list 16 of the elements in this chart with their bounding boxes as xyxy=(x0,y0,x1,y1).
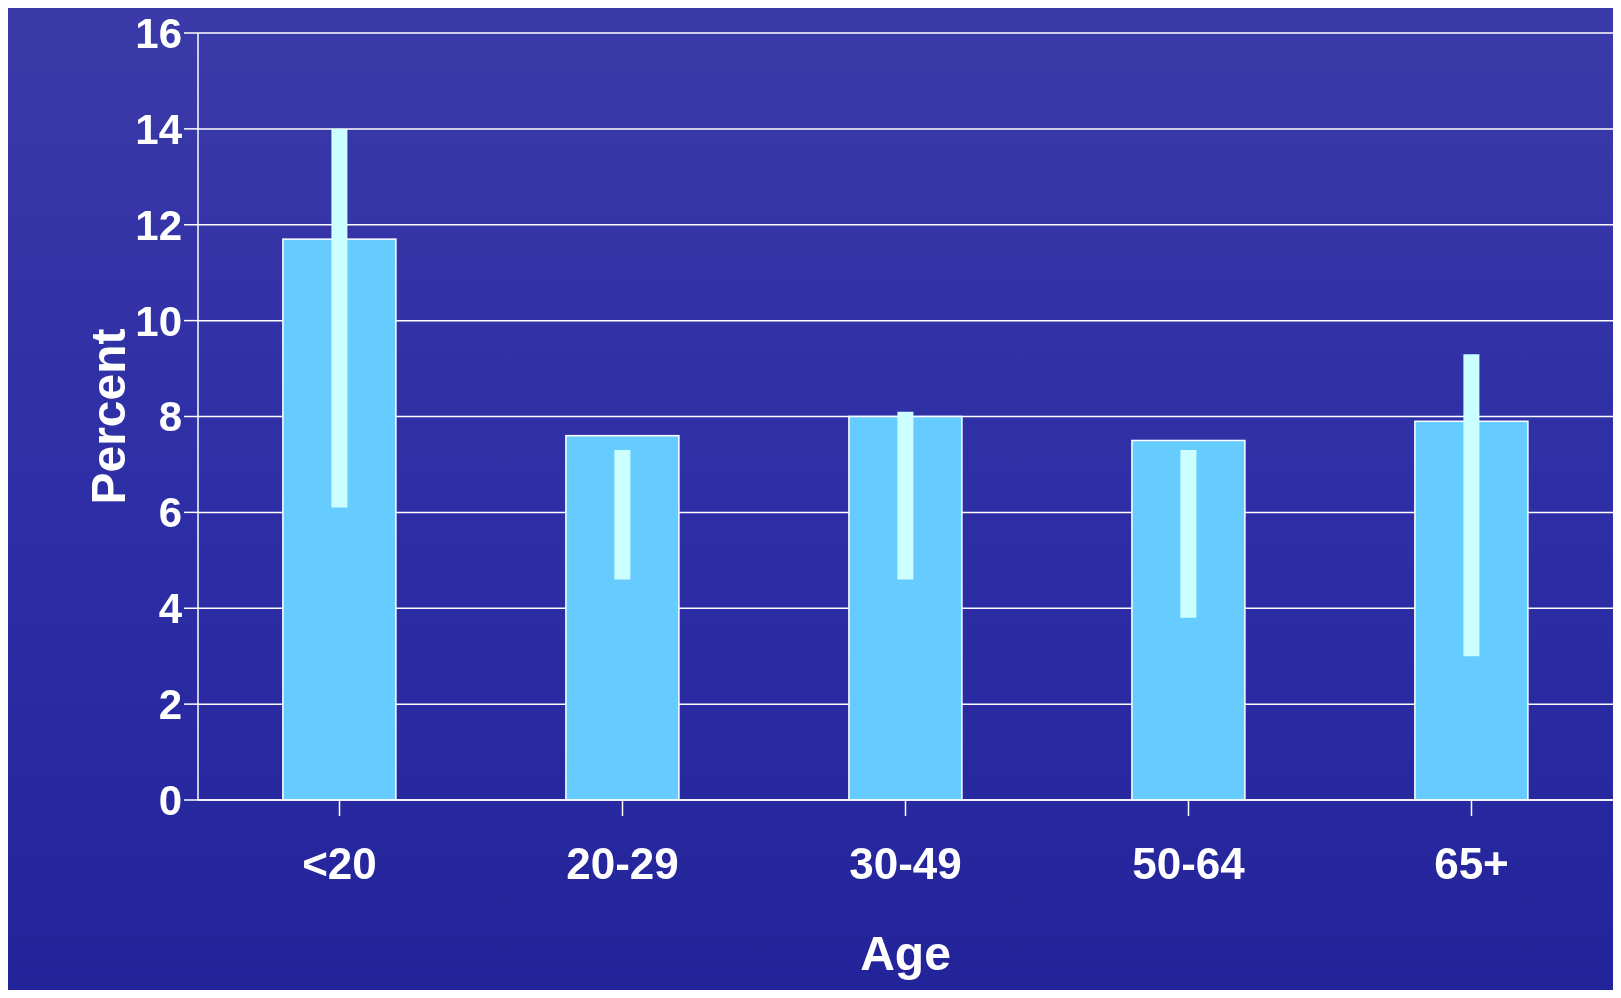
y-axis-title: Percent xyxy=(82,328,136,505)
y-tick-label: 14 xyxy=(135,105,183,153)
y-tick-label: 2 xyxy=(158,681,182,729)
y-tick-label: 8 xyxy=(158,393,182,441)
y-tick-label: 4 xyxy=(158,585,183,633)
y-tick-label: 6 xyxy=(158,489,182,537)
x-tick-label: 50-64 xyxy=(1132,839,1246,889)
y-tick-label: 16 xyxy=(135,9,182,57)
y-tick-label: 10 xyxy=(135,297,182,345)
x-tick-label: 65+ xyxy=(1434,839,1509,889)
x-tick-label: 30-49 xyxy=(849,839,962,889)
x-tick-label: 20-29 xyxy=(566,839,679,889)
x-tick-label: <20 xyxy=(302,839,377,889)
x-axis-title: Age xyxy=(860,927,951,980)
y-tick-label: 0 xyxy=(158,776,182,824)
y-tick-label: 12 xyxy=(135,201,182,249)
